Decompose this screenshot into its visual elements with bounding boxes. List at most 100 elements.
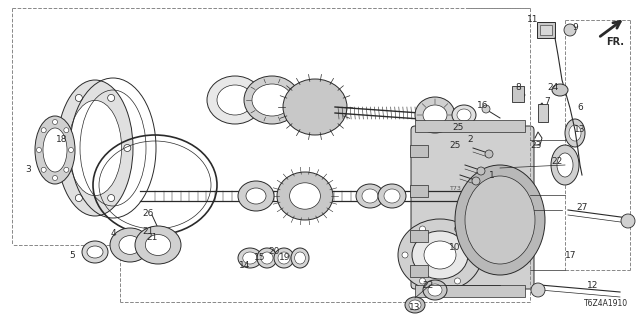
Ellipse shape (135, 226, 181, 264)
Circle shape (419, 226, 426, 232)
Circle shape (472, 252, 478, 258)
Ellipse shape (405, 297, 425, 313)
Bar (415, 120, 525, 132)
Ellipse shape (238, 181, 274, 211)
Ellipse shape (243, 252, 257, 264)
Ellipse shape (87, 246, 103, 258)
Circle shape (68, 148, 74, 153)
Text: 13: 13 (574, 125, 586, 134)
Circle shape (124, 145, 131, 151)
Ellipse shape (291, 248, 309, 268)
Circle shape (454, 278, 461, 284)
Ellipse shape (455, 165, 545, 275)
Ellipse shape (274, 248, 294, 268)
Circle shape (454, 226, 461, 232)
Text: T73: T73 (450, 186, 462, 191)
Circle shape (41, 128, 46, 133)
Ellipse shape (57, 80, 133, 216)
Text: 4: 4 (110, 228, 116, 237)
Ellipse shape (423, 105, 447, 125)
Ellipse shape (290, 183, 321, 209)
Text: 17: 17 (565, 251, 577, 260)
Text: 27: 27 (576, 204, 588, 212)
Circle shape (76, 94, 83, 101)
Ellipse shape (457, 109, 471, 121)
Circle shape (482, 105, 490, 113)
Circle shape (60, 145, 66, 151)
Bar (540, 25, 552, 35)
Circle shape (621, 214, 635, 228)
Ellipse shape (119, 236, 141, 254)
Text: 10: 10 (449, 244, 461, 252)
Text: 21: 21 (142, 228, 154, 236)
Text: FR.: FR. (606, 37, 624, 47)
Circle shape (108, 195, 115, 202)
Circle shape (52, 175, 58, 180)
Ellipse shape (277, 172, 333, 220)
Circle shape (36, 148, 42, 153)
FancyBboxPatch shape (411, 126, 534, 289)
Circle shape (64, 128, 69, 133)
Ellipse shape (356, 184, 384, 208)
Ellipse shape (551, 145, 579, 185)
Circle shape (472, 177, 480, 185)
Text: 11: 11 (527, 15, 539, 25)
Circle shape (108, 94, 115, 101)
Ellipse shape (477, 240, 513, 270)
Ellipse shape (68, 100, 122, 196)
Text: 21: 21 (147, 234, 157, 243)
Ellipse shape (569, 125, 581, 141)
Ellipse shape (35, 116, 75, 184)
Ellipse shape (362, 189, 378, 203)
Circle shape (41, 167, 46, 172)
Ellipse shape (145, 235, 171, 255)
Circle shape (564, 24, 576, 36)
Ellipse shape (415, 97, 455, 133)
Ellipse shape (428, 284, 442, 296)
Text: 8: 8 (515, 84, 521, 92)
Bar (410, 230, 428, 242)
Bar (410, 185, 428, 197)
Text: 24: 24 (547, 84, 559, 92)
Text: 13: 13 (409, 303, 420, 313)
Ellipse shape (278, 252, 290, 264)
Circle shape (477, 167, 485, 175)
Circle shape (402, 252, 408, 258)
Ellipse shape (465, 176, 535, 264)
Ellipse shape (552, 84, 568, 96)
Ellipse shape (384, 189, 400, 203)
Text: 12: 12 (588, 281, 598, 290)
Ellipse shape (557, 153, 573, 177)
Ellipse shape (294, 252, 305, 264)
Ellipse shape (398, 219, 482, 291)
Circle shape (485, 150, 493, 158)
Ellipse shape (452, 105, 476, 125)
Text: 1: 1 (489, 171, 495, 180)
Ellipse shape (485, 247, 505, 263)
Text: 25: 25 (452, 124, 464, 132)
Text: 22: 22 (422, 281, 434, 290)
Text: 16: 16 (477, 100, 489, 109)
Text: 18: 18 (56, 135, 68, 145)
Text: 19: 19 (279, 253, 291, 262)
Ellipse shape (110, 228, 150, 262)
Ellipse shape (82, 241, 108, 263)
Text: T6Z4A1910: T6Z4A1910 (584, 299, 628, 308)
Text: 14: 14 (239, 260, 251, 269)
Text: 22: 22 (552, 157, 563, 166)
Bar (537, 22, 555, 38)
Ellipse shape (257, 248, 277, 268)
Bar (410, 145, 428, 157)
Ellipse shape (252, 84, 292, 116)
Ellipse shape (238, 248, 262, 268)
Ellipse shape (283, 79, 347, 135)
Circle shape (76, 195, 83, 202)
Bar (415, 285, 525, 297)
Text: 7: 7 (544, 98, 550, 107)
Bar (512, 86, 524, 102)
Ellipse shape (378, 184, 406, 208)
Ellipse shape (246, 188, 266, 204)
Text: 26: 26 (142, 209, 154, 218)
Ellipse shape (261, 252, 273, 264)
Circle shape (64, 167, 69, 172)
